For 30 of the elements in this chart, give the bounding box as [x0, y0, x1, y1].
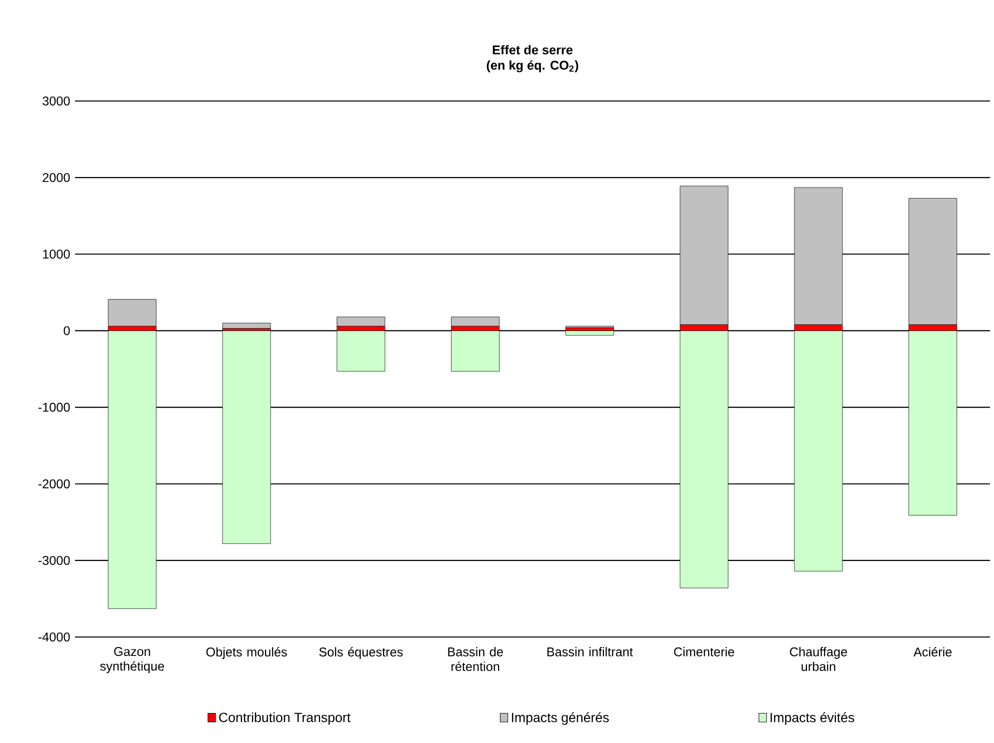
- x-tick-label: Gazon synthétique: [100, 647, 164, 674]
- y-tick-label: -2000: [38, 479, 70, 488]
- x-tick-label: Objets moulés: [206, 647, 287, 660]
- bar: [222, 330, 271, 544]
- x-tick-label: Bassin de rétention: [448, 647, 503, 672]
- bar: [108, 330, 156, 609]
- x-tick-label: Chauffage urbain: [790, 647, 847, 672]
- y-tick-label: -3000: [38, 556, 70, 565]
- x-tick-label: Sols équestres: [319, 647, 403, 660]
- bar: [336, 330, 386, 372]
- chart-subtitle: (en kg éq. CO$_{2}$): [486, 60, 578, 72]
- bar: [222, 322, 271, 329]
- y-tick-label: -4000: [38, 632, 70, 642]
- y-tick-label: -1000: [38, 402, 70, 412]
- y-tick-label: 3000: [42, 96, 70, 106]
- chart-title: Effet de serre: [492, 45, 573, 54]
- bar: [451, 330, 500, 372]
- bar: [451, 316, 500, 326]
- x-tick-label: Aciérie: [913, 647, 952, 656]
- legend-label: Impacts générés: [512, 712, 609, 725]
- x-tick-label: Bassin infiltrant: [547, 647, 633, 656]
- bar: [108, 299, 156, 326]
- bar: [565, 330, 614, 336]
- y-tick-label: 1000: [43, 250, 70, 259]
- y-tick-label: 2000: [42, 173, 70, 182]
- y-tick-label: 0: [64, 326, 70, 336]
- legend-label: Contribution Transport: [219, 712, 351, 725]
- legend-label: Impacts évités: [770, 712, 854, 725]
- bar: [336, 316, 386, 326]
- x-tick-label: Cimenterie: [674, 647, 734, 656]
